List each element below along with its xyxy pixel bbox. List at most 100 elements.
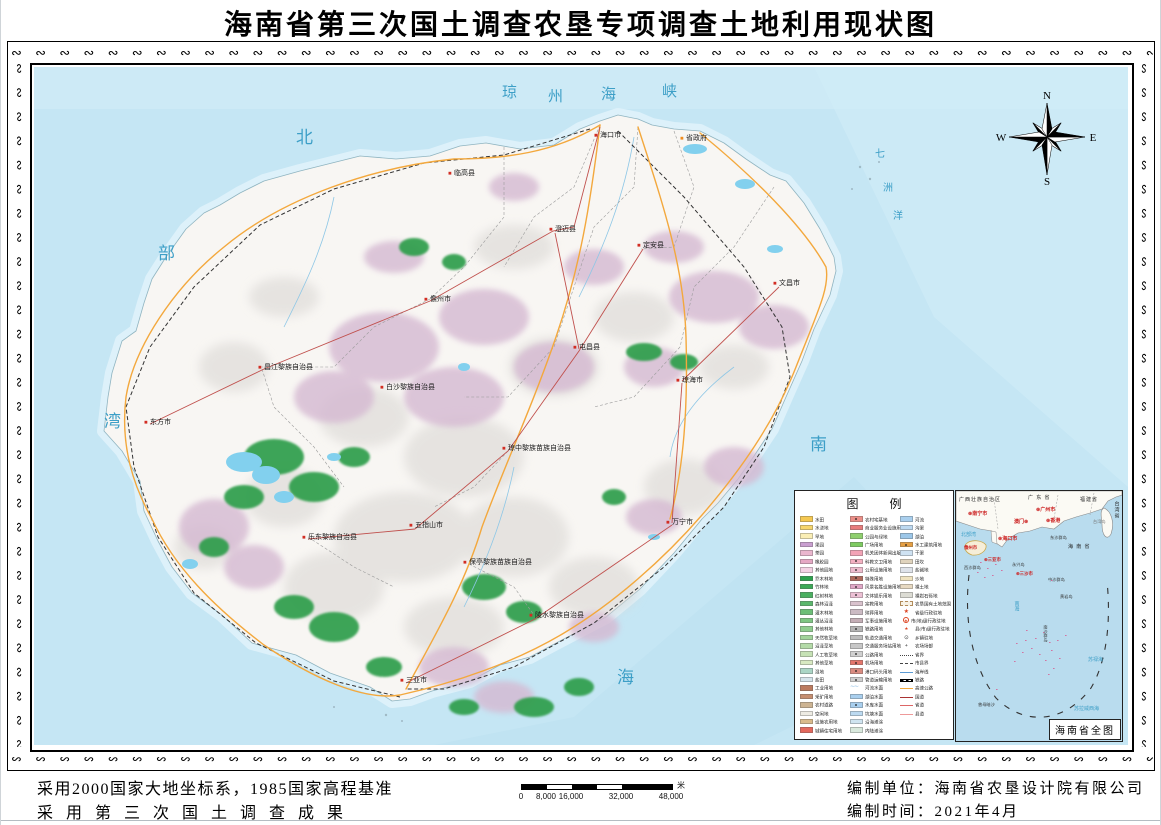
legend-swatch — [849, 558, 863, 565]
legend-title: 图 例 — [846, 497, 916, 511]
legend-row: 水田 — [800, 515, 850, 523]
legend-row: 轨道交通用地 — [849, 633, 900, 641]
legend-label: 旱地 — [815, 534, 825, 540]
legend-label: 其他草地 — [815, 661, 834, 667]
legend-swatch — [899, 533, 913, 539]
legend-row: 干渠 — [899, 549, 950, 557]
legend-label: 公路用地 — [864, 653, 883, 658]
legend-row: 橡胶园 — [800, 557, 850, 565]
city-marker — [409, 523, 413, 527]
legend-row: 宗教用地 — [849, 599, 900, 607]
legend-label: 风景名胜设施用地 — [864, 585, 901, 591]
legend-label: 沿海滩涂 — [864, 720, 883, 726]
legend-swatch — [800, 702, 813, 708]
legend-label: 殡葬用地 — [864, 610, 883, 616]
legend-swatch — [849, 676, 863, 683]
legend-label: 城镇住宅用地 — [815, 729, 843, 734]
legend-label: 机关团体新闻出版用地 — [864, 551, 910, 557]
legend-label: 天然牧草地 — [815, 636, 838, 641]
city-marker — [676, 378, 680, 382]
city-marker — [380, 385, 384, 389]
city-marker — [666, 520, 670, 524]
legend-swatch: ⊙ — [904, 634, 909, 641]
legend-label: 设施农用地 — [815, 720, 838, 726]
inset-label: 苏拉威西海 — [1074, 705, 1099, 712]
sea-labels: 琼州海峡北部湾七洲洋南海 — [104, 83, 903, 687]
compass-n: N — [1043, 90, 1051, 102]
legend-label: 省道 — [914, 703, 924, 709]
legend-row: 盐碱地 — [899, 566, 950, 574]
scale-tick-label: 0 — [518, 792, 524, 801]
legend-row: 裸土地 — [899, 583, 950, 591]
legend-row: 科教文卫用地 — [849, 557, 900, 565]
legend-swatch — [800, 685, 813, 691]
city-label: 澄迈县 — [555, 224, 576, 233]
legend-row: 高速公路 — [899, 684, 950, 692]
inset-label: ⊛南宁市 — [968, 510, 987, 517]
legend-label: 果园 — [815, 543, 825, 548]
legend-label: 沟渠 — [914, 526, 924, 532]
legend-swatch — [899, 713, 913, 715]
legend-label: 水田 — [815, 518, 825, 523]
legend-row: 农垦国有土地范围 — [899, 599, 951, 607]
legend-swatch — [849, 524, 863, 531]
legend-label: 橡胶园 — [815, 560, 829, 565]
legend-swatch — [849, 516, 863, 522]
legend-row: 管道运输用地 — [849, 675, 900, 683]
sea-label: 部 — [158, 244, 175, 263]
legend-row: 公用设施用地 — [849, 566, 900, 574]
legend-swatch — [899, 705, 913, 707]
legend-swatch: ★ — [902, 617, 909, 624]
legend-swatch — [800, 634, 813, 641]
legend-swatch — [899, 671, 913, 673]
city-marker — [773, 281, 777, 285]
legend-row: 竹林地 — [800, 583, 850, 591]
legend-swatch — [849, 710, 863, 717]
legend-row: 森林沼泽 — [800, 599, 850, 607]
legend-row: 县道 — [899, 709, 950, 717]
sea-label: 南 — [810, 435, 827, 454]
legend-swatch — [849, 592, 863, 598]
legend-row: 旱地 — [800, 532, 850, 540]
legend-label: 公用设施用地 — [864, 568, 892, 574]
legend-label: 宗教用地 — [864, 602, 883, 607]
legend-label: 湿地 — [815, 669, 825, 675]
city-label: 五指山市 — [415, 520, 443, 529]
legend-label: 其他园地 — [815, 568, 834, 574]
legend-label: 农村道路 — [815, 703, 834, 709]
legend-label: 文体娱乐用地 — [864, 594, 892, 599]
legend-label: 农垦国有土地范围 — [914, 602, 951, 607]
sea-label: 海 — [617, 668, 634, 687]
inset-label: 澳门⊛ — [1014, 518, 1028, 525]
sea-label: 北 — [296, 128, 313, 147]
inset-label: 南海 — [1014, 600, 1020, 612]
legend-row: 铁路用地 — [849, 625, 900, 633]
legend-row: 公园与绿地 — [849, 532, 900, 540]
city-marker — [302, 535, 306, 539]
legend-row: 海岸线 — [899, 667, 950, 675]
legend-swatch — [849, 541, 863, 548]
legend-row: 文体娱乐用地 — [849, 591, 900, 599]
city-label: 海口市 — [600, 130, 621, 139]
legend-row: ★ 省级行政驻地 — [900, 608, 950, 616]
legend-row: 工业用地 — [800, 684, 850, 692]
legend-column-2: 农村宅基地 商业服务业设施用地 公园与绿地 广场用地 机关团体新闻出版用地 科教文卫用地公… — [849, 515, 910, 734]
legend-row: 省道 — [899, 701, 950, 709]
legend-swatch — [849, 702, 863, 708]
scale-tick-label: 8,000 — [535, 792, 557, 801]
legend-swatch — [849, 718, 863, 725]
legend-row: ★ 市(地)级行政驻地 — [900, 616, 950, 624]
county-boundaries — [261, 124, 775, 616]
legend-row: 其他林地 — [800, 625, 850, 633]
legend-row: 其他草地 — [800, 658, 850, 666]
legend-swatch — [899, 654, 913, 656]
legend-swatch — [849, 643, 863, 649]
legend-label: 盐碱地 — [914, 568, 929, 574]
legend-swatch — [849, 533, 863, 539]
legend-swatch — [800, 575, 813, 582]
sea-label: 州 — [548, 89, 563, 105]
border-ornament-right: ∾ ∾ ∾ ∾ ∾ ∾ ∾ ∾ ∾ ∾ ∾ ∾ ∾ ∾ ∾ ∾ ∾ ∾ ∾ ∾ … — [1136, 63, 1151, 747]
